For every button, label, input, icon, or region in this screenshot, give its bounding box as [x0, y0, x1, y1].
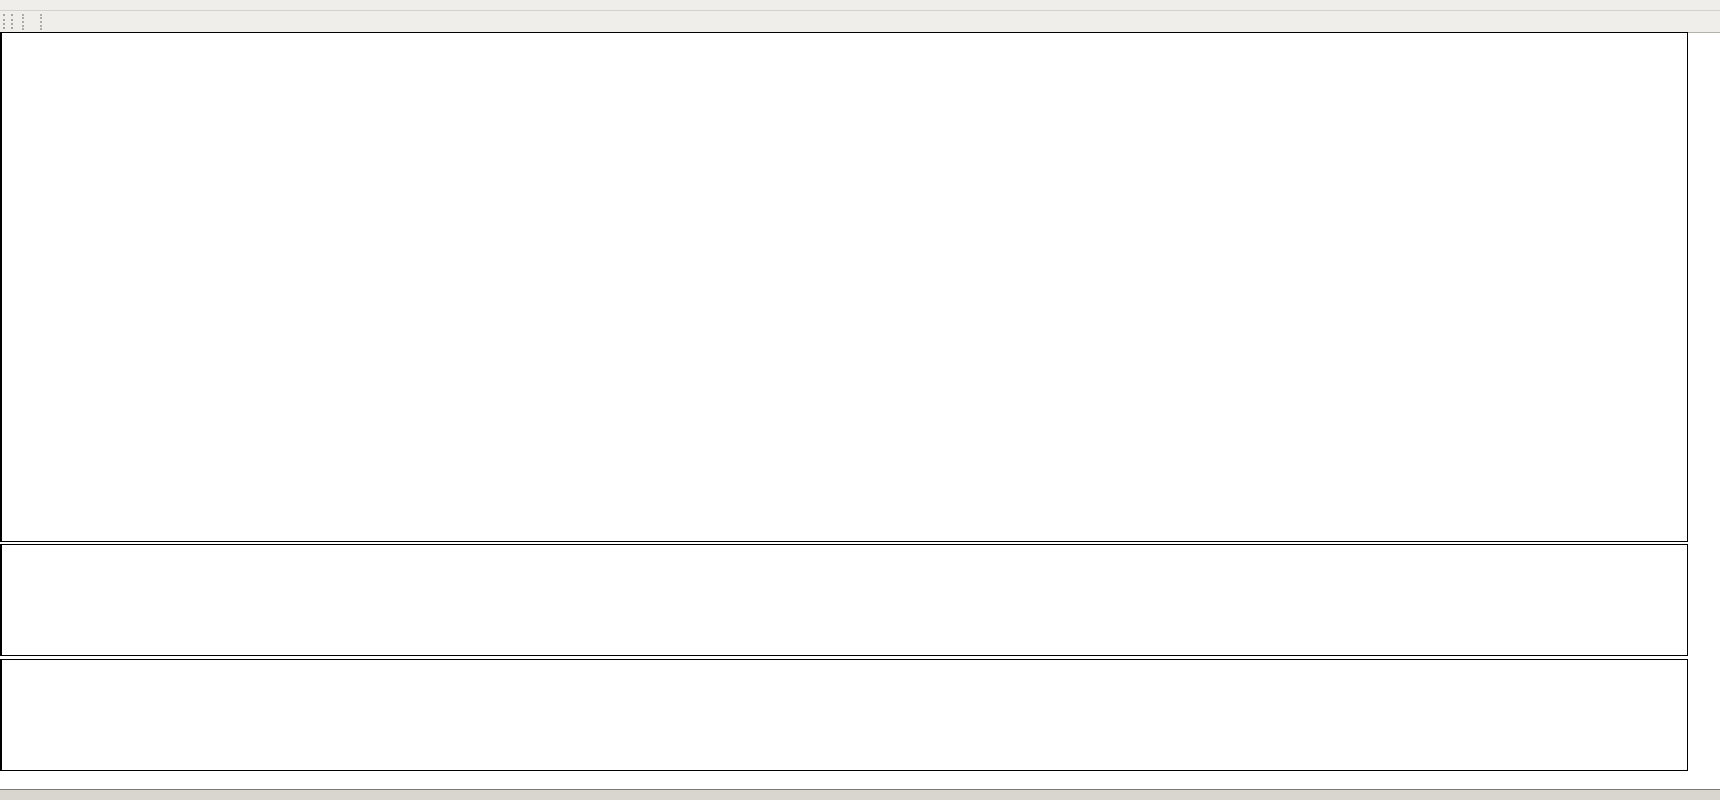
main-toolbar — [0, 11, 1720, 33]
macd-layer[interactable] — [2, 545, 1687, 655]
macd-panel[interactable] — [0, 544, 1688, 656]
toolbar-grip[interactable] — [3, 14, 13, 29]
toolbar-separator — [40, 13, 44, 30]
toolbar-overflow-strip — [0, 0, 1720, 11]
price-chart-panel[interactable] — [0, 32, 1688, 542]
candles-layer[interactable] — [2, 33, 1687, 541]
rsi-layer[interactable] — [2, 660, 1687, 770]
time-axis[interactable] — [0, 771, 1720, 789]
rsi-panel[interactable] — [0, 659, 1688, 771]
status-bar — [0, 789, 1720, 800]
chart-title — [7, 37, 12, 49]
toolbar-separator — [22, 13, 26, 30]
